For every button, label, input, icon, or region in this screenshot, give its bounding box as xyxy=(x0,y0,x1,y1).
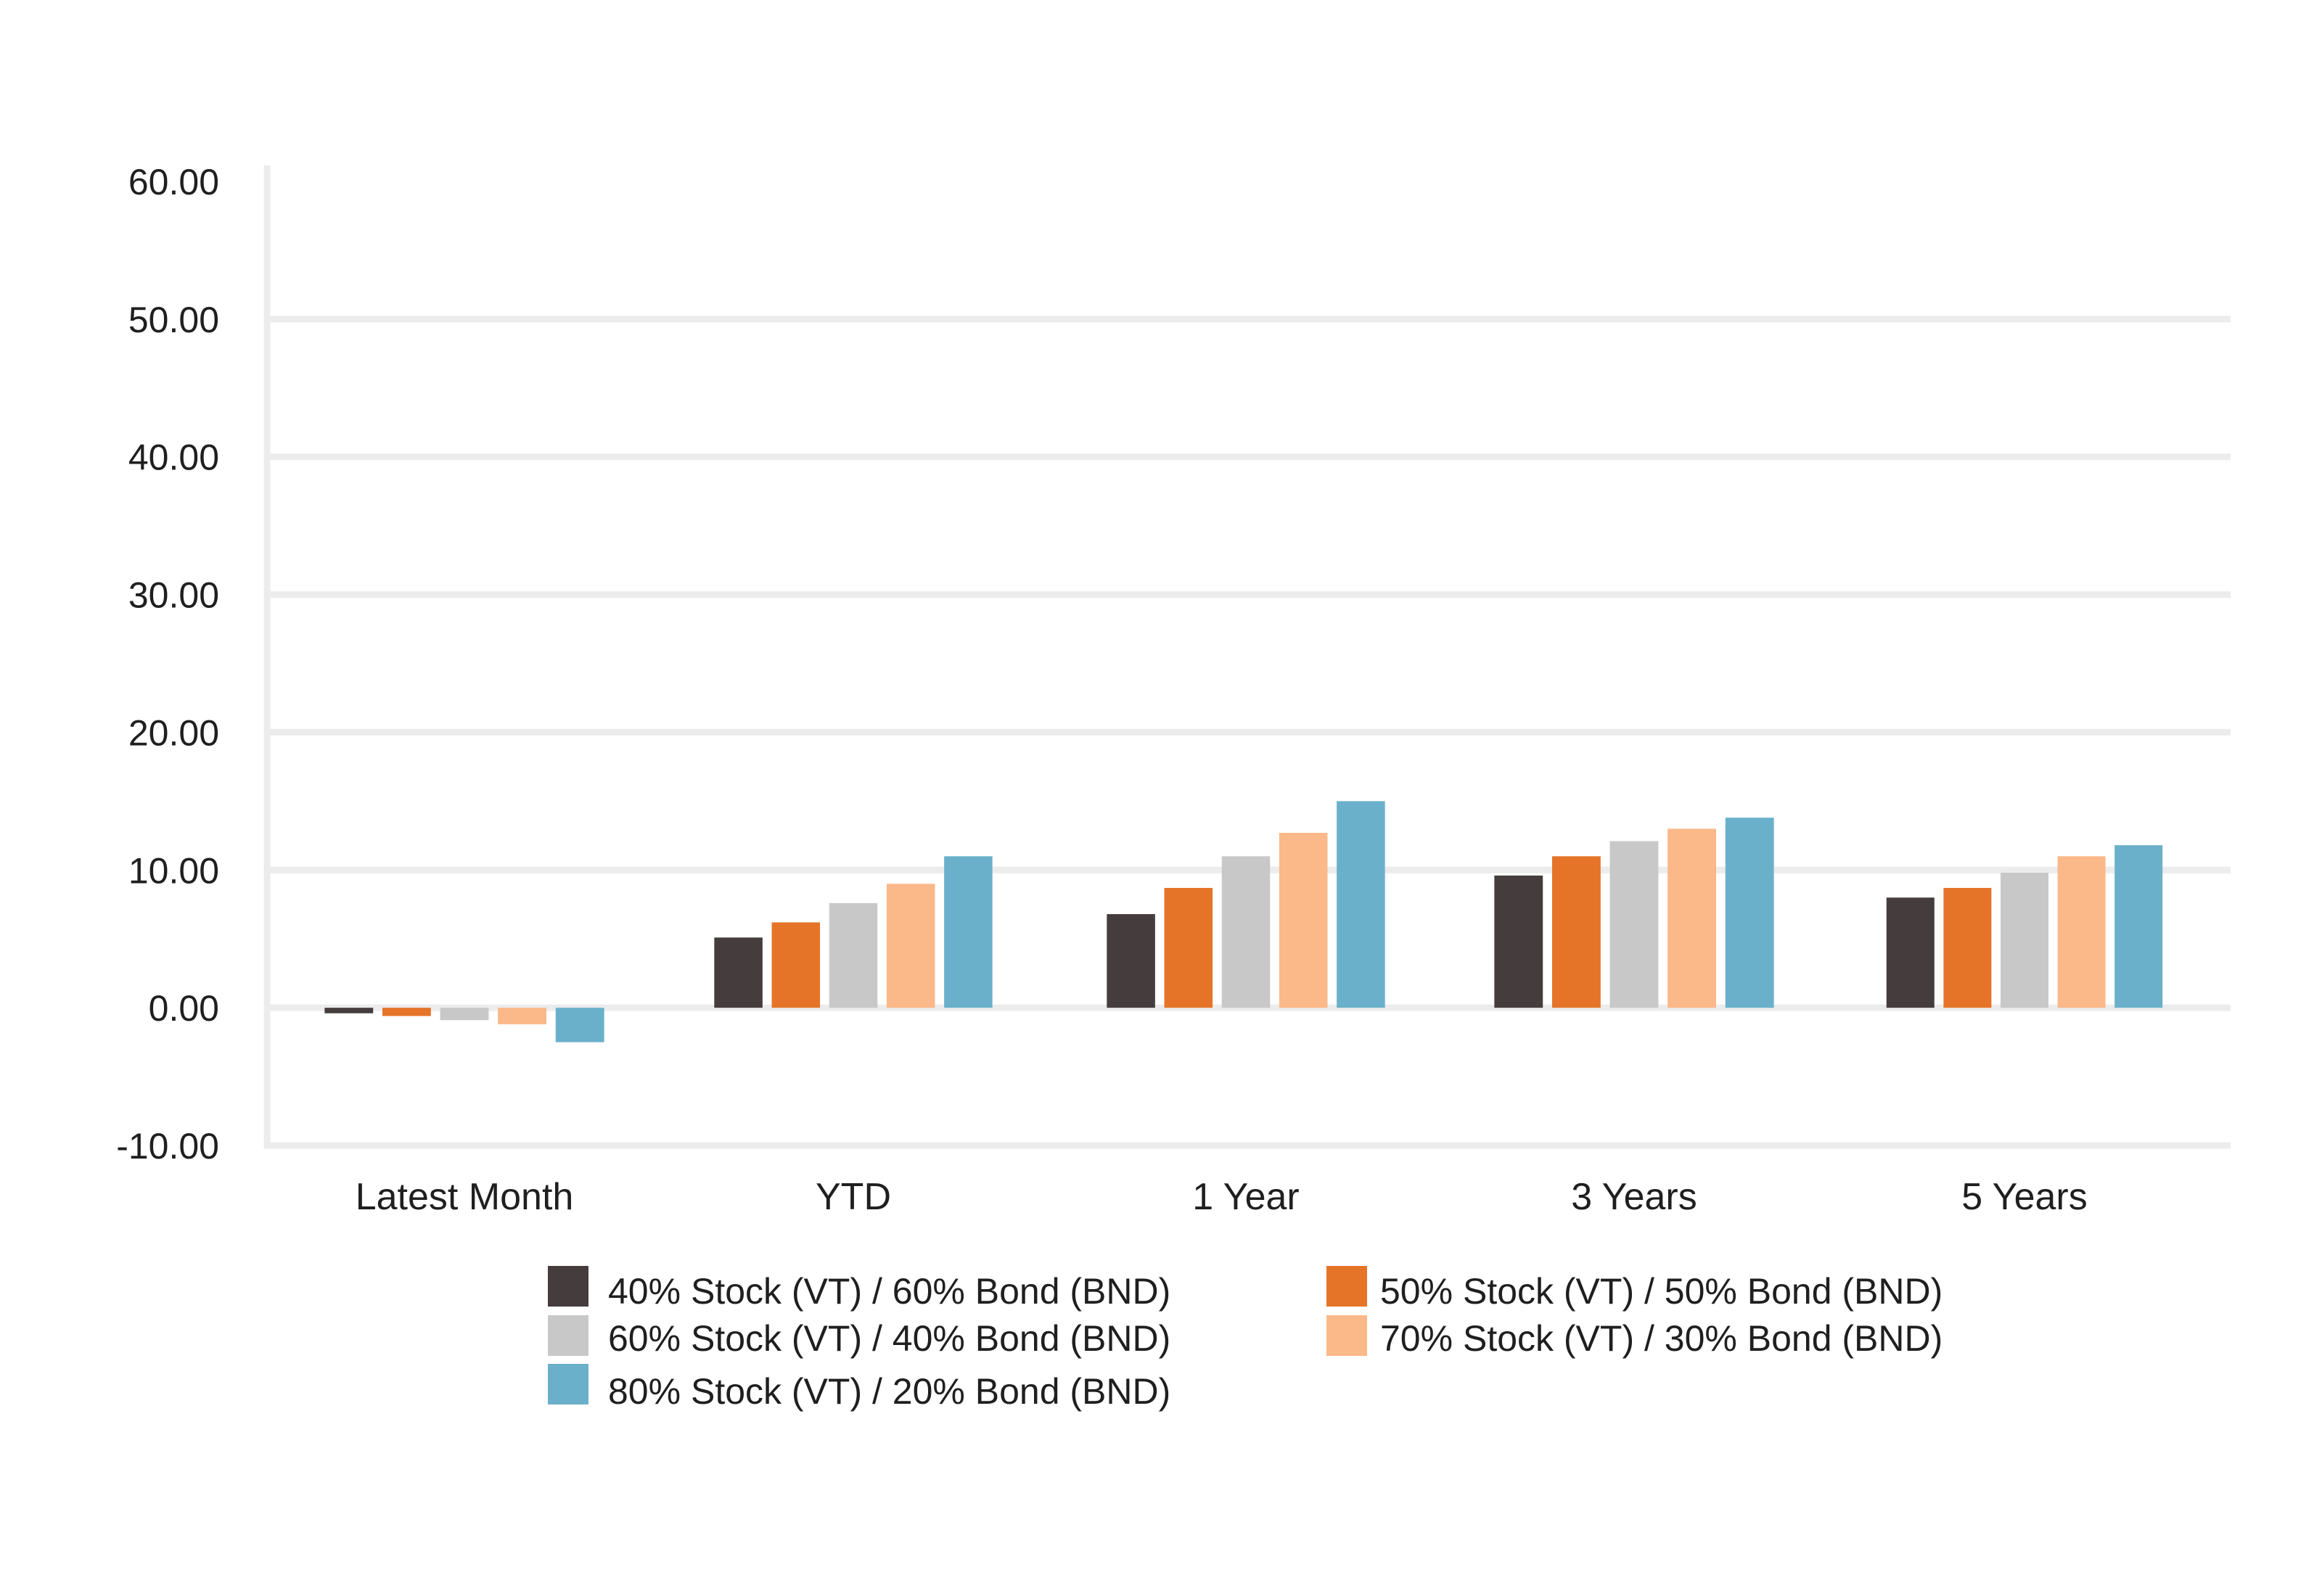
bar xyxy=(944,856,993,1008)
y-tick-label: 0.00 xyxy=(149,988,219,1029)
legend-label: 70% Stock (VT) / 30% Bond (BND) xyxy=(1380,1318,1942,1359)
x-tick-label: 1 Year xyxy=(1192,1176,1300,1218)
bar xyxy=(829,902,878,1008)
bar xyxy=(2057,856,2106,1008)
y-tick-label: 30.00 xyxy=(128,575,219,616)
legend-swatch xyxy=(1326,1315,1367,1356)
y-tick-label: 40.00 xyxy=(128,437,219,478)
bar xyxy=(1107,914,1155,1008)
bar xyxy=(555,1008,604,1042)
bar xyxy=(1164,887,1213,1008)
bar xyxy=(1667,828,1717,1008)
legend-swatch xyxy=(548,1315,588,1356)
legend-item: 60% Stock (VT) / 40% Bond (BND) xyxy=(548,1315,1170,1359)
legend-item: 80% Stock (VT) / 20% Bond (BND) xyxy=(548,1364,1170,1412)
legend-item: 40% Stock (VT) / 60% Bond (BND) xyxy=(548,1266,1170,1312)
bar xyxy=(2000,873,2049,1008)
legend: 40% Stock (VT) / 60% Bond (BND) 50% Stock… xyxy=(548,1266,1942,1412)
x-tick-labels: Latest Month YTD 1 Year 3 Years 5 Years xyxy=(356,1176,2088,1218)
y-tick-label: -10.00 xyxy=(116,1126,219,1167)
x-tick-label: Latest Month xyxy=(356,1176,574,1218)
legend-swatch xyxy=(1326,1266,1367,1307)
bar xyxy=(771,922,821,1008)
bar xyxy=(2114,845,2163,1008)
y-tick-label: 20.00 xyxy=(128,712,219,753)
bar xyxy=(1337,801,1385,1008)
bar xyxy=(440,1008,489,1021)
y-tick-label: 60.00 xyxy=(128,162,219,202)
bar xyxy=(1943,887,1992,1008)
x-tick-label: 5 Years xyxy=(1961,1176,2088,1218)
bar xyxy=(498,1008,547,1024)
bar xyxy=(1279,833,1328,1008)
axes xyxy=(263,165,2231,1149)
y-tick-label: 10.00 xyxy=(128,850,219,891)
legend-item: 70% Stock (VT) / 30% Bond (BND) xyxy=(1326,1315,1942,1359)
bar xyxy=(1725,818,1774,1008)
y-tick-label: 50.00 xyxy=(128,300,219,340)
bar xyxy=(1886,897,1935,1008)
legend-item: 50% Stock (VT) / 50% Bond (BND) xyxy=(1326,1266,1942,1312)
legend-label: 40% Stock (VT) / 60% Bond (BND) xyxy=(608,1271,1170,1312)
legend-label: 80% Stock (VT) / 20% Bond (BND) xyxy=(608,1371,1170,1412)
bar xyxy=(324,1008,374,1013)
bar xyxy=(1494,875,1543,1008)
bar xyxy=(1609,841,1659,1008)
y-tick-labels: 60.00 50.00 40.00 30.00 20.00 10.00 0.00 -10.00 xyxy=(116,162,219,1167)
x-tick-label: YTD xyxy=(816,1176,891,1218)
legend-label: 50% Stock (VT) / 50% Bond (BND) xyxy=(1380,1271,1942,1312)
bar xyxy=(382,1008,431,1016)
legend-swatch xyxy=(548,1266,588,1307)
bars xyxy=(324,801,2163,1042)
bar xyxy=(714,937,763,1008)
legend-label: 60% Stock (VT) / 40% Bond (BND) xyxy=(608,1318,1170,1359)
x-tick-label: 3 Years xyxy=(1571,1176,1697,1218)
bar xyxy=(1221,856,1271,1008)
bar xyxy=(886,884,935,1008)
legend-swatch xyxy=(548,1364,588,1404)
bar xyxy=(1551,856,1601,1008)
